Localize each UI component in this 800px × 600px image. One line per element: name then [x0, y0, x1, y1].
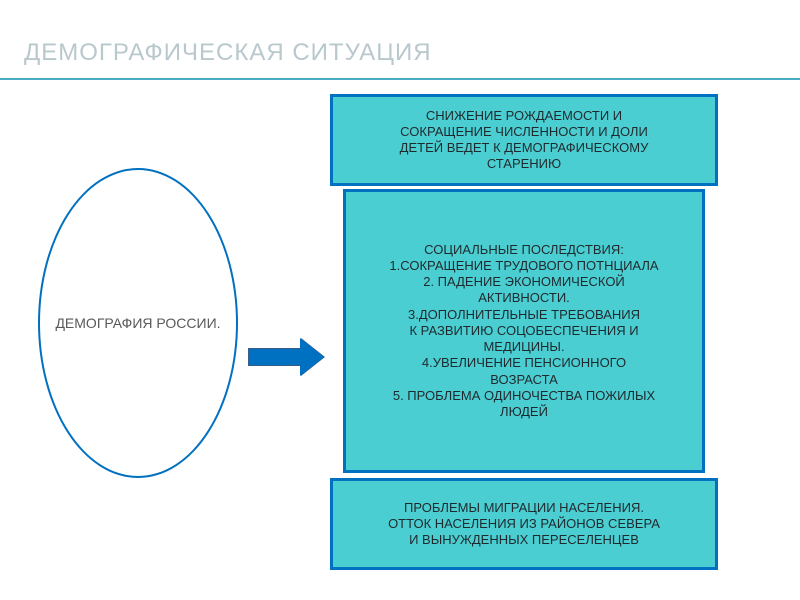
slide: ДЕМОГРАФИЧЕСКАЯ СИТУАЦИЯ ДЕМОГРАФИЯ РОСС…	[0, 0, 800, 600]
ellipse-label: ДЕМОГРАФИЯ РОССИИ.	[55, 314, 220, 332]
header-underline	[0, 78, 800, 80]
box3-text: ПРОБЛЕМЫ МИГРАЦИИ НАСЕЛЕНИЯ.ОТТОК НАСЕЛЕ…	[388, 500, 660, 549]
arrow-icon	[248, 338, 324, 376]
box1-text: СНИЖЕНИЕ РОЖДАЕМОСТИ ИСОКРАЩЕНИЕ ЧИСЛЕНН…	[400, 108, 649, 173]
arrow-shaft	[248, 348, 300, 366]
box-birthrate-decline: СНИЖЕНИЕ РОЖДАЕМОСТИ ИСОКРАЩЕНИЕ ЧИСЛЕНН…	[330, 94, 718, 186]
box-social-consequences: СОЦИАЛЬНЫЕ ПОСЛЕДСТВИЯ:1.СОКРАЩЕНИЕ ТРУД…	[343, 189, 705, 473]
box2-text: СОЦИАЛЬНЫЕ ПОСЛЕДСТВИЯ:1.СОКРАЩЕНИЕ ТРУД…	[389, 242, 658, 421]
page-title: ДЕМОГРАФИЧЕСКАЯ СИТУАЦИЯ	[24, 39, 432, 67]
ellipse-demography: ДЕМОГРАФИЯ РОССИИ.	[38, 168, 238, 478]
box-migration-problems: ПРОБЛЕМЫ МИГРАЦИИ НАСЕЛЕНИЯ.ОТТОК НАСЕЛЕ…	[330, 478, 718, 570]
arrow-head	[300, 338, 324, 376]
header-band: ДЕМОГРАФИЧЕСКАЯ СИТУАЦИЯ	[0, 28, 800, 78]
